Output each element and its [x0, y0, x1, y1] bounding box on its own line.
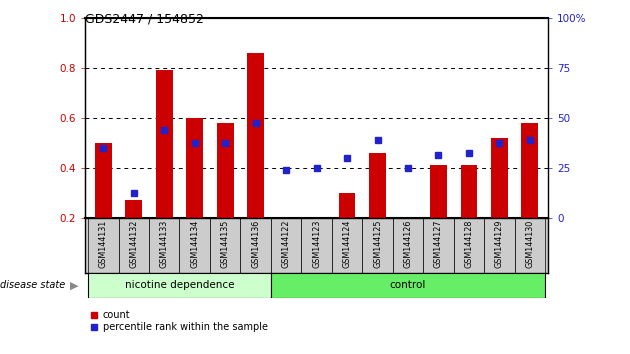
Text: GSM144128: GSM144128: [464, 219, 473, 268]
Bar: [301, 218, 332, 273]
Bar: [247, 53, 264, 218]
Text: GSM144131: GSM144131: [99, 219, 108, 268]
Bar: [339, 193, 355, 218]
Text: GSM144123: GSM144123: [312, 219, 321, 268]
Bar: [392, 218, 423, 273]
Bar: [241, 218, 271, 273]
Text: nicotine dependence: nicotine dependence: [125, 280, 234, 290]
Legend: count, percentile rank within the sample: count, percentile rank within the sample: [90, 310, 268, 332]
Text: GSM144129: GSM144129: [495, 219, 504, 268]
Text: GSM144136: GSM144136: [251, 219, 260, 268]
Text: disease state: disease state: [0, 280, 66, 290]
Bar: [484, 218, 515, 273]
Bar: [210, 218, 241, 273]
Bar: [271, 218, 301, 273]
Bar: [430, 165, 447, 218]
Bar: [217, 123, 234, 218]
Text: GSM144133: GSM144133: [160, 219, 169, 268]
Bar: [118, 218, 149, 273]
Bar: [156, 70, 173, 218]
Text: GSM144125: GSM144125: [373, 219, 382, 268]
Bar: [332, 218, 362, 273]
Text: GSM144126: GSM144126: [403, 219, 413, 268]
Bar: [125, 200, 142, 218]
Bar: [515, 218, 545, 273]
Bar: [369, 153, 386, 218]
Bar: [88, 218, 118, 273]
Text: GSM144134: GSM144134: [190, 219, 199, 268]
Bar: [454, 218, 484, 273]
Bar: [362, 218, 392, 273]
Text: GSM144124: GSM144124: [343, 219, 352, 268]
Bar: [88, 273, 271, 298]
Bar: [186, 118, 203, 218]
Bar: [491, 138, 508, 218]
Text: GSM144127: GSM144127: [434, 219, 443, 268]
Text: GSM144130: GSM144130: [525, 219, 534, 268]
Text: GDS2447 / 154852: GDS2447 / 154852: [85, 12, 204, 25]
Bar: [180, 218, 210, 273]
Bar: [271, 273, 545, 298]
Bar: [522, 123, 538, 218]
Text: GSM144132: GSM144132: [129, 219, 139, 268]
Bar: [149, 218, 180, 273]
Text: control: control: [390, 280, 426, 290]
Bar: [423, 218, 454, 273]
Bar: [461, 165, 478, 218]
Text: GSM144122: GSM144122: [282, 219, 290, 268]
Text: ▶: ▶: [71, 280, 79, 290]
Bar: [95, 143, 112, 218]
Text: GSM144135: GSM144135: [220, 219, 230, 268]
